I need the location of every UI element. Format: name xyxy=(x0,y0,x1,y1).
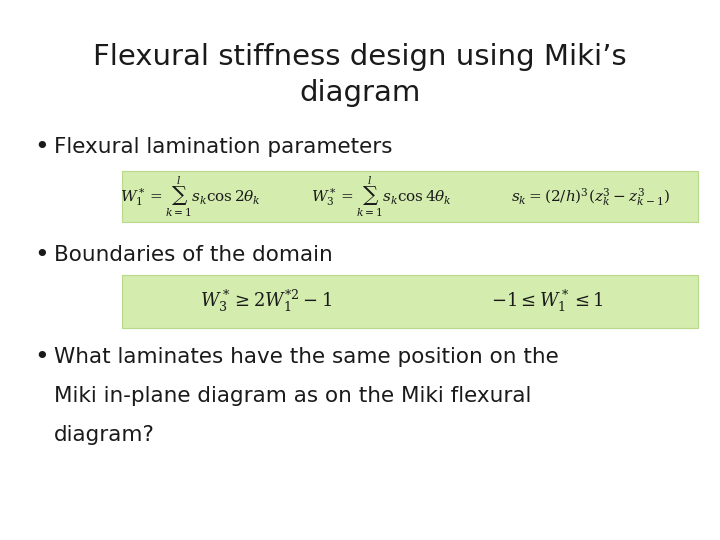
Text: •: • xyxy=(35,243,49,267)
Text: Flexural lamination parameters: Flexural lamination parameters xyxy=(54,137,392,158)
Text: $W_3^* \geq 2W_1^{*2} - 1$: $W_3^* \geq 2W_1^{*2} - 1$ xyxy=(200,288,333,314)
Text: $-1 \leq W_1^* \leq 1$: $-1 \leq W_1^* \leq 1$ xyxy=(491,288,603,314)
Text: diagram?: diagram? xyxy=(54,425,155,446)
Text: $W_3^* = \sum_{k=1}^{l} s_k \cos 4\theta_k$: $W_3^* = \sum_{k=1}^{l} s_k \cos 4\theta… xyxy=(311,175,452,219)
Text: Miki in-plane diagram as on the Miki flexural: Miki in-plane diagram as on the Miki fle… xyxy=(54,386,531,407)
Text: $W_1^* = \sum_{k=1}^{l} s_k \cos 2\theta_k$: $W_1^* = \sum_{k=1}^{l} s_k \cos 2\theta… xyxy=(120,175,261,219)
Text: diagram: diagram xyxy=(300,79,420,107)
Text: What laminates have the same position on the: What laminates have the same position on… xyxy=(54,347,559,368)
Text: Flexural stiffness design using Miki’s: Flexural stiffness design using Miki’s xyxy=(93,43,627,71)
FancyBboxPatch shape xyxy=(122,171,698,222)
Text: $s_k = (2/h)^3(z_k^3 - z_{k-1}^3)$: $s_k = (2/h)^3(z_k^3 - z_{k-1}^3)$ xyxy=(511,186,670,208)
Text: •: • xyxy=(35,136,49,159)
Text: Boundaries of the domain: Boundaries of the domain xyxy=(54,245,333,265)
FancyBboxPatch shape xyxy=(122,275,698,328)
Text: •: • xyxy=(35,346,49,369)
